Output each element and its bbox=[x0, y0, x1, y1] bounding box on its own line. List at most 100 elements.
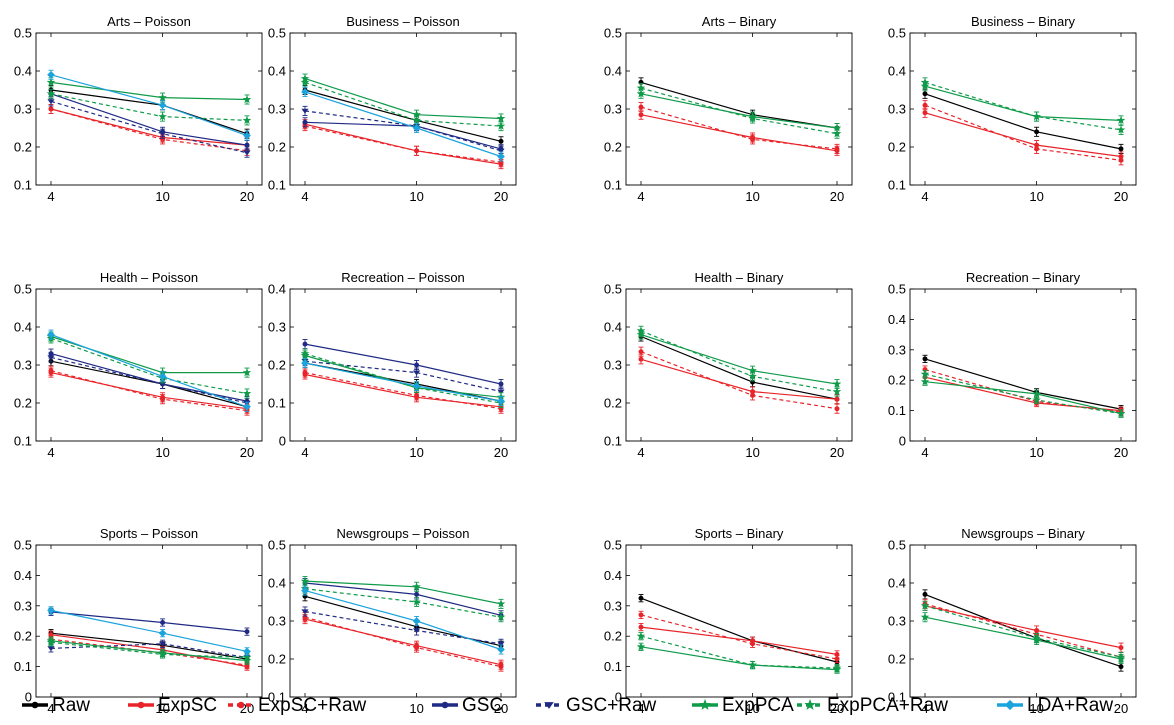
x-tick-label: 10 bbox=[745, 445, 759, 460]
data-point bbox=[414, 148, 420, 154]
data-point bbox=[496, 121, 506, 130]
y-tick-label: 0.4 bbox=[268, 64, 286, 79]
data-point bbox=[243, 647, 251, 656]
legend-item-expsc-raw: ExpSC+Raw bbox=[228, 695, 367, 716]
data-point bbox=[498, 381, 504, 387]
y-tick-label: 0.5 bbox=[888, 538, 906, 553]
x-tick-label: 20 bbox=[240, 445, 254, 460]
y-tick-label: 0.4 bbox=[268, 576, 286, 591]
y-tick-label: 0 bbox=[899, 434, 906, 449]
data-point bbox=[412, 382, 421, 390]
series-line bbox=[924, 369, 1122, 413]
series-expsc-raw bbox=[638, 346, 840, 414]
series-lda-raw bbox=[301, 86, 505, 162]
data-point bbox=[47, 99, 55, 105]
y-tick-label: 0.4 bbox=[604, 568, 622, 583]
data-point bbox=[158, 101, 167, 110]
y-tick-label: 0.5 bbox=[268, 26, 286, 41]
plot-area bbox=[625, 32, 853, 186]
legend-marker bbox=[31, 701, 39, 709]
data-point bbox=[920, 369, 930, 378]
data-point bbox=[1034, 146, 1040, 152]
series-exppca-raw bbox=[920, 369, 1126, 418]
y-tick-label: 0.2 bbox=[14, 140, 32, 155]
data-point bbox=[1032, 389, 1041, 398]
plot-area bbox=[289, 288, 517, 442]
data-point bbox=[496, 114, 506, 123]
x-tick-label: 20 bbox=[830, 189, 844, 204]
data-point bbox=[301, 88, 309, 96]
subplot-title: Arts – Poisson bbox=[107, 14, 191, 29]
data-point bbox=[834, 146, 840, 152]
data-point bbox=[834, 656, 840, 662]
y-tick-label: 0.4 bbox=[14, 568, 32, 583]
y-tick-label: 0.5 bbox=[604, 26, 622, 41]
y-tick-label: 0.2 bbox=[888, 652, 906, 667]
data-point bbox=[158, 93, 167, 102]
data-point bbox=[636, 326, 646, 335]
x-tick-label: 4 bbox=[637, 701, 644, 716]
data-point bbox=[920, 77, 930, 87]
series-exppca-raw bbox=[636, 83, 842, 139]
data-point bbox=[414, 591, 420, 597]
y-tick-label: 0.3 bbox=[14, 598, 32, 613]
data-point bbox=[1032, 633, 1041, 642]
data-point bbox=[748, 371, 757, 381]
y-tick-label: 0.2 bbox=[888, 140, 906, 155]
data-point bbox=[750, 136, 756, 142]
series-line bbox=[50, 337, 248, 395]
series-gsc bbox=[302, 339, 504, 390]
data-point bbox=[1116, 125, 1126, 134]
data-point bbox=[1032, 395, 1041, 404]
subplot-title: Recreation – Binary bbox=[966, 270, 1081, 285]
data-point bbox=[412, 617, 421, 625]
legend-item-gsc-raw: GSC+Raw bbox=[536, 695, 657, 716]
data-point bbox=[636, 631, 646, 640]
y-tick-label: 0.1 bbox=[604, 659, 622, 674]
data-point bbox=[158, 649, 167, 659]
series-exppca-raw bbox=[636, 631, 842, 673]
series-expsc-raw bbox=[638, 102, 840, 154]
legend-label: LDA+Raw bbox=[1027, 695, 1113, 716]
x-tick-label: 4 bbox=[47, 189, 54, 204]
y-tick-label: 0.4 bbox=[604, 64, 622, 79]
data-point bbox=[834, 396, 840, 402]
legend-marker bbox=[237, 701, 245, 709]
data-point bbox=[920, 612, 930, 621]
data-point bbox=[1034, 129, 1040, 135]
y-tick-label: 0.2 bbox=[268, 652, 286, 667]
subplot-title: Health – Poisson bbox=[100, 270, 198, 285]
x-tick-label: 20 bbox=[240, 189, 254, 204]
legend-marker bbox=[137, 701, 145, 709]
plot-area bbox=[35, 288, 263, 442]
legend-label: ExpPCA bbox=[722, 695, 794, 716]
y-tick-label: 0.2 bbox=[604, 396, 622, 411]
data-point bbox=[412, 370, 421, 376]
series-exppca-raw bbox=[920, 600, 1126, 663]
data-point bbox=[47, 355, 55, 361]
y-tick-label: 0.3 bbox=[888, 102, 906, 117]
subplot-title: Health – Binary bbox=[695, 270, 784, 285]
subplot-business-binary: Business – Binary 0.1 0.2 0.3 0.4 0.5 4 10 20 bbox=[888, 14, 1137, 204]
x-tick-label: 10 bbox=[745, 189, 759, 204]
x-tick-label: 10 bbox=[1029, 189, 1043, 204]
y-tick-label: 0 bbox=[279, 434, 286, 449]
data-point bbox=[497, 152, 505, 161]
data-point bbox=[1118, 146, 1124, 152]
data-point bbox=[242, 95, 252, 104]
x-tick-label: 4 bbox=[301, 189, 308, 204]
legend-item-exppca-raw: ExpPCA+Raw bbox=[797, 695, 948, 716]
data-point bbox=[301, 108, 309, 114]
data-point bbox=[414, 392, 420, 398]
subplot-arts-binary: Arts – Binary 0.1 0.2 0.3 0.4 0.5 4 10 20 bbox=[604, 14, 853, 204]
data-point bbox=[922, 356, 928, 362]
series-lda-raw bbox=[47, 69, 251, 141]
x-tick-label: 20 bbox=[1114, 445, 1128, 460]
data-point bbox=[832, 123, 842, 132]
y-tick-label: 0.1 bbox=[14, 659, 32, 674]
data-point bbox=[750, 641, 756, 647]
data-point bbox=[1116, 115, 1126, 125]
subplot-title: Sports – Poisson bbox=[100, 526, 198, 541]
data-point bbox=[48, 368, 54, 374]
